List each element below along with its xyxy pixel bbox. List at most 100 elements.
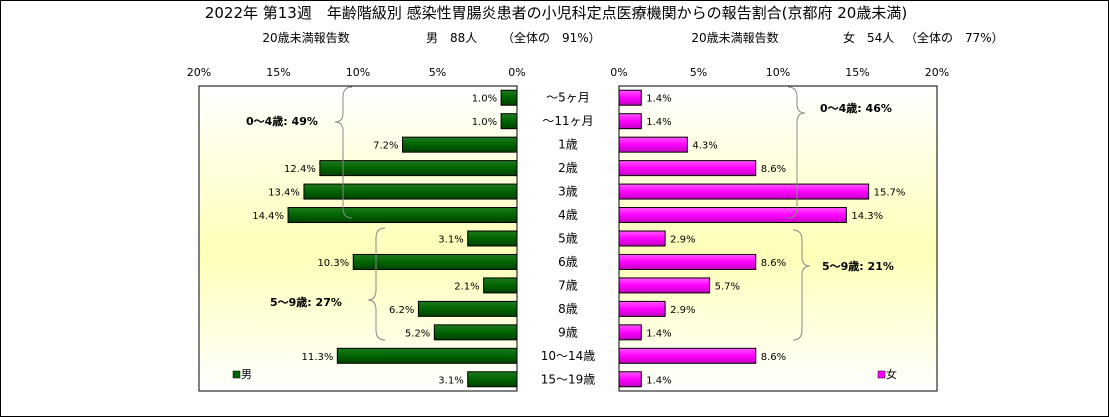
female-bar xyxy=(618,113,642,130)
female-bar xyxy=(618,160,757,177)
male-bar-label: 14.4% xyxy=(252,211,284,222)
category-label: 1歳 xyxy=(558,138,578,152)
female-bar-label: 1.4% xyxy=(646,328,671,339)
female-header-count: 女 54人 xyxy=(843,30,894,45)
male-axis-ticks: 0% 5% 10% 15% 20% xyxy=(187,66,526,79)
female-bar-label: 1.4% xyxy=(646,117,671,128)
male-bar xyxy=(500,89,518,106)
male-bar-label: 6.2% xyxy=(389,305,414,316)
female-tick-label: 5% xyxy=(690,66,707,79)
female-tick-label: 0% xyxy=(610,66,627,79)
male-brace-0-4 xyxy=(334,86,353,219)
male-bar-label: 7.2% xyxy=(373,141,398,152)
legend-female-swatch xyxy=(877,370,886,379)
male-bar xyxy=(467,230,518,247)
female-series: 1.4% 1.4% 4.3% 8.6% 15.7% 14.3% 2.9% 8.6% 5.7% 2.… xyxy=(618,89,906,388)
male-bar xyxy=(336,347,518,364)
male-tick-label: 20% xyxy=(187,66,211,79)
male-bar xyxy=(402,136,518,153)
female-tick-label: 20% xyxy=(925,66,949,79)
female-bar xyxy=(618,347,757,364)
female-bar-label: 8.6% xyxy=(761,258,786,269)
male-bar xyxy=(319,160,518,177)
category-label: 9歳 xyxy=(558,325,578,339)
female-header-share: （全体の 77%） xyxy=(905,30,1004,45)
chart-title: 2022年 第13週 年齢階級別 感染性胃腸炎患者の小児科定点医療機関からの報告… xyxy=(205,4,907,22)
category-label: ～5ヶ月 xyxy=(546,91,590,105)
male-bar-label: 3.1% xyxy=(438,235,463,246)
male-bar-label: 2.1% xyxy=(454,281,479,292)
male-bar xyxy=(303,183,518,200)
female-tick-label: 15% xyxy=(845,66,869,79)
legend-male-label: 男 xyxy=(241,368,252,381)
male-bar xyxy=(483,277,518,294)
female-bar xyxy=(618,300,666,317)
male-tick-label: 0% xyxy=(508,66,525,79)
female-bar-label: 8.6% xyxy=(761,164,786,175)
female-bar-label: 2.9% xyxy=(670,305,695,316)
male-bar-label: 1.0% xyxy=(472,94,497,105)
female-bar-label: 1.4% xyxy=(646,375,671,386)
male-tick-label: 5% xyxy=(429,66,446,79)
male-header-share: （全体の 91%） xyxy=(502,30,601,45)
male-group-5-9: 5～9歳: 27% xyxy=(270,295,342,309)
category-label: 2歳 xyxy=(558,161,578,175)
category-label: 5歳 xyxy=(558,232,578,246)
female-group-0-4: 0～4歳: 46% xyxy=(820,101,892,115)
female-bar-label: 5.7% xyxy=(715,281,740,292)
male-bar xyxy=(417,300,518,317)
female-axis-ticks: 0% 5% 10% 15% 20% xyxy=(610,66,949,79)
category-label: 3歳 xyxy=(558,185,578,199)
female-bar xyxy=(618,136,688,153)
female-bar xyxy=(618,207,847,224)
female-plot-area xyxy=(618,85,938,392)
male-header-label: 20歳未満報告数 xyxy=(262,30,349,45)
male-header-count: 男 88人 xyxy=(426,31,477,45)
female-brace-5-9 xyxy=(792,229,811,341)
female-brace-0-4 xyxy=(787,86,806,219)
female-bar xyxy=(618,183,870,200)
male-bar xyxy=(352,253,518,270)
female-bar-label: 8.6% xyxy=(761,352,786,363)
category-label: 6歳 xyxy=(558,255,578,269)
female-bar xyxy=(618,371,642,388)
male-bar xyxy=(433,324,518,341)
male-series: 1.0% 1.0% 7.2% 12.4% 13.4% 14.4% 3.1% 10.3% 2.1%… xyxy=(252,89,518,388)
female-bar xyxy=(618,253,757,270)
female-bar-label: 2.9% xyxy=(670,235,695,246)
male-bar-label: 1.0% xyxy=(472,117,497,128)
female-bar-label: 14.3% xyxy=(851,211,883,222)
category-labels: ～5ヶ月 ～11ヶ月 1歳 2歳 3歳 4歳 5歳 6歳 7歳 8歳 9歳 10～14歳 15～19歳 xyxy=(541,91,596,387)
female-bar-label: 1.4% xyxy=(646,94,671,105)
male-bar-label: 13.4% xyxy=(268,188,300,199)
female-bar xyxy=(618,89,642,106)
male-group-0-4: 0～4歳: 49% xyxy=(246,114,318,128)
category-label: 15～19歳 xyxy=(541,372,596,386)
male-bar-label: 5.2% xyxy=(405,328,430,339)
male-tick-label: 10% xyxy=(346,66,370,79)
male-bar-label: 3.1% xyxy=(438,375,463,386)
male-brace-5-9 xyxy=(367,227,386,341)
legend-male-swatch xyxy=(232,370,241,379)
female-bar xyxy=(618,230,666,247)
legend-female-label: 女 xyxy=(886,367,897,381)
male-bar-label: 11.3% xyxy=(302,352,334,363)
male-bar xyxy=(467,371,518,388)
category-label: 7歳 xyxy=(558,278,578,292)
category-label: 4歳 xyxy=(558,208,578,222)
female-group-5-9: 5～9歳: 21% xyxy=(822,259,894,273)
male-bar-label: 12.4% xyxy=(284,164,316,175)
male-bar xyxy=(500,113,518,130)
male-bar xyxy=(287,207,518,224)
category-label: 8歳 xyxy=(558,302,578,316)
male-bar-label: 10.3% xyxy=(317,258,349,269)
female-bar xyxy=(618,324,642,341)
female-bar-label: 15.7% xyxy=(874,188,906,199)
category-label: ～11ヶ月 xyxy=(542,114,593,128)
male-tick-label: 15% xyxy=(266,66,290,79)
female-header-label: 20歳未満報告数 xyxy=(691,30,778,45)
category-label: 10～14歳 xyxy=(541,349,596,363)
female-tick-label: 10% xyxy=(766,66,790,79)
female-bar-label: 4.3% xyxy=(692,141,717,152)
